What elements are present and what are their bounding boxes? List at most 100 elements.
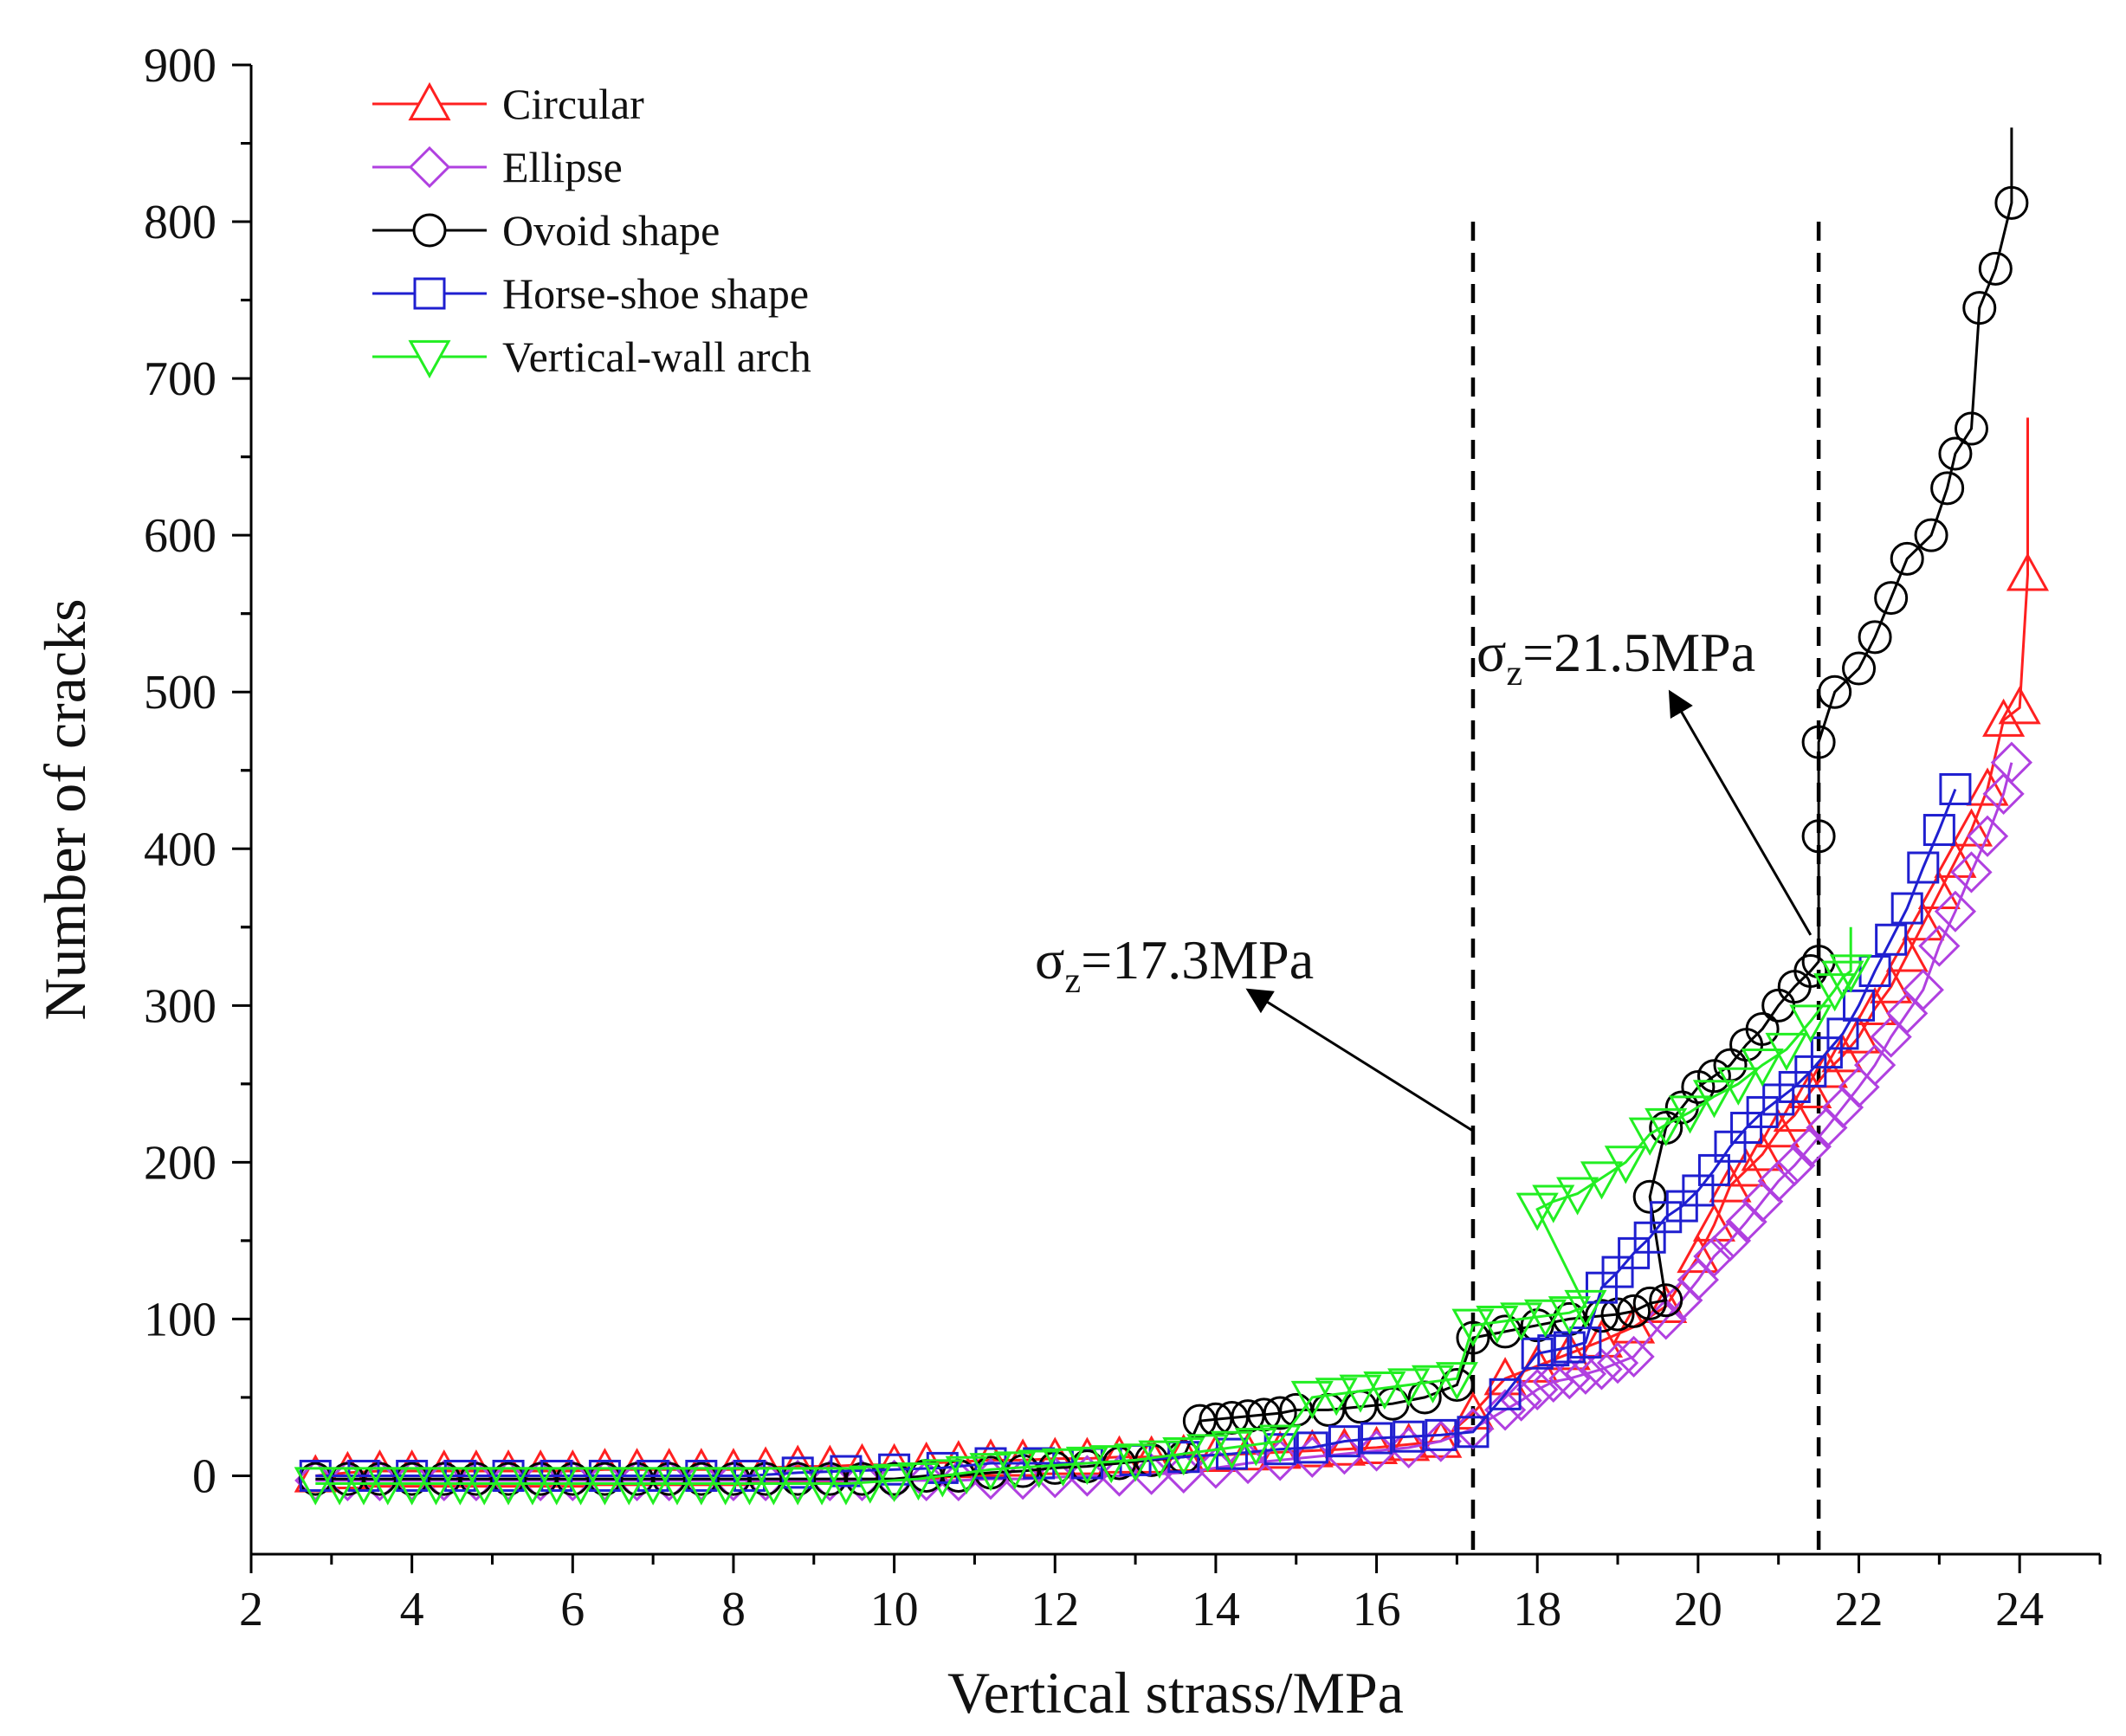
data-point — [359, 1459, 401, 1502]
data-point — [781, 1456, 814, 1489]
data-point — [1949, 808, 1994, 847]
data-point — [487, 1459, 530, 1502]
y-tick-label: 700 — [144, 352, 216, 406]
data-point — [1393, 1420, 1425, 1453]
data-point — [487, 1467, 530, 1506]
legend-entry: Horse-shoe shape — [372, 269, 809, 318]
data-point — [1355, 1425, 1399, 1464]
data-point — [1902, 969, 1944, 1011]
data-point — [391, 1459, 433, 1502]
data-point — [1488, 1314, 1522, 1349]
annotations: σz=17.3MPa σz=21.5MPa — [1035, 622, 1813, 1133]
data-point — [1323, 1433, 1366, 1475]
data-point — [1950, 851, 1993, 894]
data-point — [1774, 1144, 1816, 1187]
data-point — [1532, 1184, 1575, 1223]
data-point — [1757, 1159, 1800, 1203]
data-point — [1564, 1352, 1607, 1395]
reference-lines — [1470, 222, 1821, 1554]
legend-marker — [408, 81, 451, 121]
annotation-arrow — [1245, 988, 1474, 1133]
y-tick-label: 200 — [144, 1136, 216, 1190]
data-point — [1532, 1360, 1574, 1403]
data-point — [1874, 581, 1909, 616]
data-point — [1098, 1455, 1141, 1497]
data-point — [1435, 1362, 1478, 1401]
data-point — [1617, 1294, 1651, 1328]
data-point — [680, 1467, 723, 1506]
tick-labels: 2 4 6 8 10 12 14 16 18 20 22 2401002003004005006007… — [144, 39, 2044, 1636]
data-point — [1537, 1334, 1570, 1367]
annotation-label: σz=17.3MPa — [1035, 929, 1314, 1001]
data-point — [1858, 620, 1892, 655]
data-point — [1692, 1203, 1735, 1242]
data-point — [1875, 923, 1908, 956]
data-point — [1842, 651, 1877, 686]
data-point — [1645, 1107, 1688, 1147]
data-point — [1762, 1083, 1795, 1116]
data-point — [1476, 1305, 1519, 1345]
data-point — [294, 1467, 337, 1506]
data-point — [1716, 1067, 1760, 1106]
data-point — [1853, 986, 1897, 1026]
series-layer — [294, 127, 2050, 1506]
x-tick-label: 2 — [239, 1583, 263, 1636]
x-axis-title: Vertical strass/MPa — [947, 1660, 1404, 1726]
data-point — [294, 1459, 337, 1502]
annotation-label: σz=21.5MPa — [1477, 622, 1755, 694]
data-point — [1843, 989, 1876, 1022]
sigma-subscript: z — [1507, 654, 1523, 694]
data-point — [423, 1459, 465, 1502]
x-tick-label: 6 — [560, 1583, 585, 1636]
data-point — [1066, 1455, 1108, 1497]
data-point — [1425, 1418, 1457, 1451]
axes — [232, 63, 2102, 1573]
data-point — [969, 1453, 1012, 1492]
data-point — [1922, 814, 1955, 847]
data-point — [1065, 1446, 1108, 1486]
data-point — [1837, 1015, 1881, 1054]
data-point — [1097, 1435, 1141, 1474]
data-point — [1580, 1348, 1623, 1391]
legend-entry: Ovoid shape — [372, 206, 720, 255]
data-point — [1934, 890, 1977, 933]
data-point — [1360, 1422, 1393, 1455]
data-point — [1789, 1069, 1832, 1108]
data-point — [945, 1455, 988, 1494]
data-point — [1315, 1378, 1358, 1417]
data-point — [559, 1467, 603, 1506]
data-point — [656, 1467, 699, 1506]
series-ellipse — [294, 741, 2033, 1502]
x-tick-label: 20 — [1674, 1583, 1722, 1636]
data-point — [1998, 686, 2041, 725]
data-point — [455, 1459, 498, 1502]
data-point — [1669, 1095, 1712, 1134]
data-point — [1041, 1448, 1085, 1487]
y-tick-label: 500 — [144, 666, 216, 720]
annotation-value: =17.3MPa — [1081, 929, 1314, 991]
legend-label: Ovoid shape — [502, 206, 720, 255]
data-point — [1387, 1423, 1431, 1462]
data-point — [1628, 1117, 1671, 1156]
data-point — [921, 1459, 964, 1498]
data-point — [776, 1467, 819, 1506]
data-point — [616, 1459, 658, 1502]
data-point — [1556, 1177, 1599, 1216]
data-point — [1714, 1130, 1747, 1163]
x-tick-label: 24 — [1995, 1583, 2044, 1636]
data-point — [1162, 1437, 1205, 1476]
legend-label: Ellipse — [502, 143, 623, 191]
data-point — [511, 1467, 554, 1506]
data-point — [462, 1467, 506, 1506]
x-tick-label: 14 — [1192, 1583, 1240, 1636]
data-point — [1745, 1011, 1780, 1046]
data-point — [1725, 1148, 1768, 1187]
data-point — [1263, 1396, 1297, 1430]
data-point — [1677, 1234, 1720, 1274]
legend-marker — [408, 339, 451, 379]
data-point — [1693, 1235, 1735, 1278]
data-point — [1290, 1380, 1334, 1420]
data-point — [1483, 1389, 1527, 1431]
